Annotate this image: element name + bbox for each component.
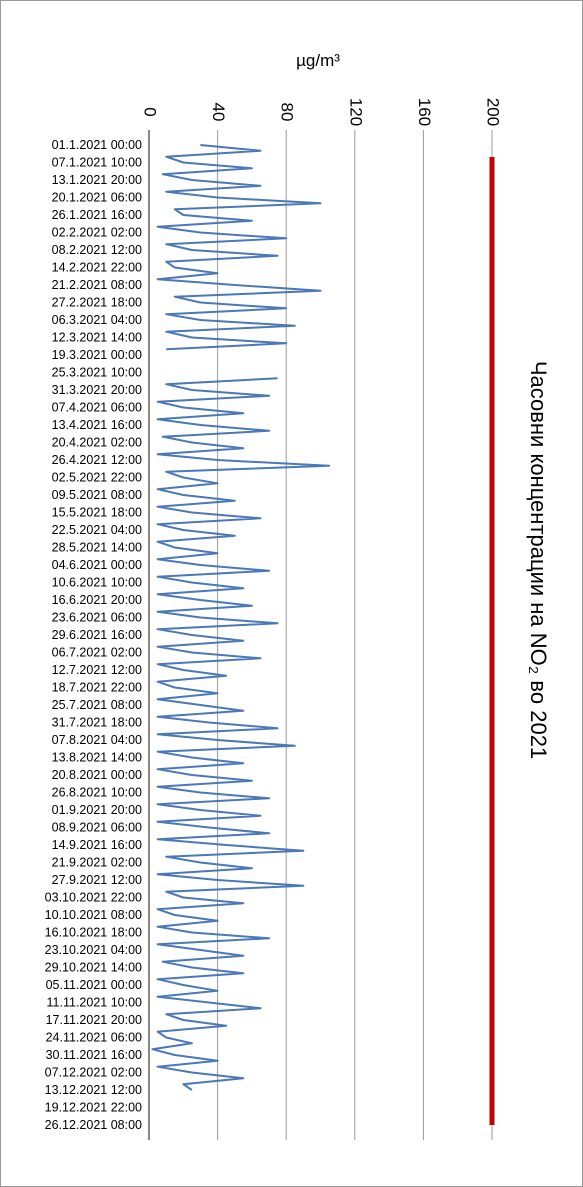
y-tick-label: 06.7.2021 02:00 [52, 646, 142, 660]
y-tick-label: 24.11.2021 06:00 [46, 1031, 142, 1045]
y-tick-label: 08.9.2021 06:00 [52, 821, 142, 835]
y-tick-label: 21.9.2021 02:00 [52, 856, 142, 870]
y-tick-label: 01.9.2021 20:00 [52, 803, 142, 817]
y-tick-label: 31.7.2021 18:00 [52, 716, 142, 730]
y-tick-label: 09.5.2021 08:00 [52, 488, 142, 502]
y-tick-label: 13.4.2021 16:00 [52, 418, 142, 432]
y-tick-label: 23.6.2021 06:00 [52, 611, 142, 625]
y-tick-label: 29.6.2021 16:00 [52, 628, 142, 642]
y-tick-label: 16.10.2021 18:00 [45, 926, 142, 940]
y-tick-label: 01.1.2021 00:00 [52, 138, 142, 152]
y-tick-label: 21.2.2021 08:00 [52, 278, 142, 292]
axis-title: µg/m³ [296, 51, 340, 70]
y-tick-label: 26.1.2021 16:00 [52, 208, 142, 222]
y-tick-label: 20.8.2021 00:00 [52, 768, 142, 782]
y-tick-label: 19.12.2021 22:00 [45, 1101, 142, 1115]
y-tick-label: 12.3.2021 14:00 [52, 331, 142, 345]
y-tick-label: 20.1.2021 06:00 [52, 191, 142, 205]
series-line [151, 144, 331, 1091]
y-tick-label: 26.8.2021 10:00 [52, 786, 142, 800]
x-tick-label: 120 [346, 98, 365, 126]
y-tick-label: 12.7.2021 12:00 [52, 663, 142, 677]
y-tick-label: 23.10.2021 04:00 [45, 943, 142, 957]
chart-title: Часовни концентрации на NO₂ во 2021 [526, 361, 551, 759]
y-tick-label: 25.7.2021 08:00 [52, 698, 142, 712]
y-tick-label: 02.2.2021 02:00 [52, 226, 142, 240]
y-tick-label: 07.12.2021 02:00 [45, 1066, 142, 1080]
x-tick-label: 160 [415, 98, 434, 126]
y-tick-label: 13.1.2021 20:00 [52, 173, 142, 187]
x-tick-label: 200 [484, 98, 503, 126]
y-tick-label: 14.2.2021 22:00 [52, 261, 142, 275]
y-tick-label: 13.12.2021 12:00 [45, 1083, 142, 1097]
y-tick-label: 19.3.2021 00:00 [52, 348, 142, 362]
y-tick-label: 29.10.2021 14:00 [45, 961, 142, 975]
y-tick-label: 04.6.2021 00:00 [52, 558, 142, 572]
y-tick-label: 08.2.2021 12:00 [52, 243, 142, 257]
y-tick-label: 17.11.2021 20:00 [46, 1013, 142, 1027]
y-tick-label: 02.5.2021 22:00 [52, 471, 142, 485]
x-tick-label: 40 [209, 103, 228, 122]
x-tick-label: 80 [278, 103, 297, 122]
y-tick-label: 13.8.2021 14:00 [52, 751, 142, 765]
y-tick-label: 10.6.2021 10:00 [52, 576, 142, 590]
y-tick-label: 25.3.2021 10:00 [52, 366, 142, 380]
y-tick-label: 03.10.2021 22:00 [45, 891, 142, 905]
y-tick-label: 06.3.2021 04:00 [52, 313, 142, 327]
y-tick-label: 26.12.2021 08:00 [45, 1118, 142, 1132]
y-tick-label: 18.7.2021 22:00 [52, 681, 142, 695]
y-tick-label: 16.6.2021 20:00 [52, 593, 142, 607]
y-tick-label: 22.5.2021 04:00 [52, 523, 142, 537]
y-tick-label: 07.4.2021 06:00 [52, 401, 142, 415]
y-tick-label: 30.11.2021 16:00 [46, 1048, 142, 1062]
y-tick-label: 07.8.2021 04:00 [52, 733, 142, 747]
y-tick-label: 27.2.2021 18:00 [52, 296, 142, 310]
y-tick-label: 31.3.2021 20:00 [52, 383, 142, 397]
y-tick-label: 15.5.2021 18:00 [52, 506, 142, 520]
y-tick-label: 07.1.2021 10:00 [52, 156, 142, 170]
y-tick-label: 28.5.2021 14:00 [52, 541, 142, 555]
y-tick-label: 20.4.2021 02:00 [52, 436, 142, 450]
y-tick-label: 14.9.2021 16:00 [52, 838, 142, 852]
x-tick-label: 0 [141, 107, 160, 116]
y-tick-label: 27.9.2021 12:00 [52, 873, 142, 887]
y-tick-label: 10.10.2021 08:00 [45, 908, 142, 922]
y-tick-label: 11.11.2021 10:00 [47, 996, 143, 1010]
y-tick-label: 26.4.2021 12:00 [52, 453, 142, 467]
y-tick-label: 05.11.2021 00:00 [46, 978, 142, 992]
